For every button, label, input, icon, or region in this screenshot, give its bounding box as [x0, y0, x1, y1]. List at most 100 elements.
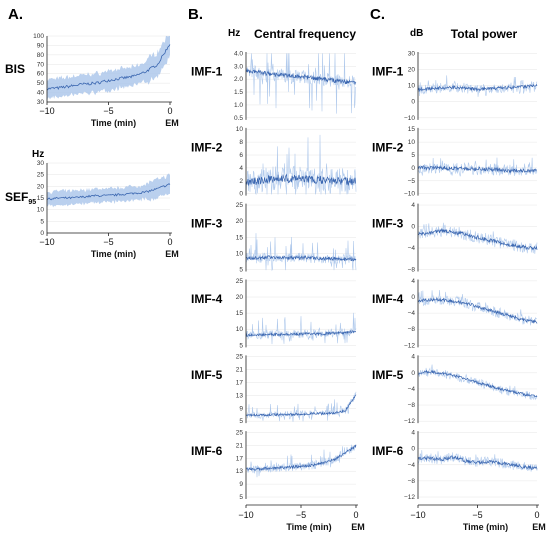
y-tick-label: 90 — [37, 42, 45, 49]
row-label-imf-6: IMF-6 — [191, 444, 223, 458]
y-tick-label: 30 — [37, 99, 45, 106]
y-tick-label: 80 — [37, 52, 45, 59]
trial-traces — [245, 312, 357, 345]
y-tick-label: 0 — [239, 191, 243, 198]
x-tick-label: −10 — [238, 510, 253, 520]
mean-line — [245, 394, 357, 418]
y-tick-label: 4 — [239, 165, 243, 172]
y-tick-label: 25 — [236, 430, 244, 437]
y-tick-label: −4 — [408, 462, 416, 469]
y-tick-label: 60 — [37, 71, 45, 78]
y-tick-label: −4 — [408, 386, 416, 393]
x-axis-label-b: Time (min) — [286, 522, 331, 532]
x-axis-label-c: Time (min) — [463, 522, 508, 532]
y-tick-label: −4 — [408, 310, 416, 317]
panel-a-row-1: BIS 30 40 50 60 70 80 90 100 −10 −5 0 Time (min) EM — [5, 33, 179, 128]
mean-line — [46, 183, 171, 201]
mean-line — [417, 297, 538, 324]
y-tick-label: 100 — [33, 33, 44, 40]
y-tick-label: 13 — [236, 392, 244, 399]
panel-c-row-2: IMF-2 −10 −5 0 5 10 15 — [372, 126, 538, 198]
y-tick-label: 5 — [239, 267, 243, 274]
y-tick-label: 4 — [411, 354, 415, 361]
y-tick-label: 70 — [37, 61, 45, 68]
y-tick-label: −4 — [408, 245, 416, 252]
y-tick-label: −8 — [408, 267, 416, 274]
mean-line — [417, 164, 538, 174]
y-tick-label: 1.0 — [234, 102, 243, 109]
y-tick-label: 15 — [236, 234, 244, 241]
y-tick-label: 2.0 — [234, 76, 243, 83]
em-label-b: EM — [351, 522, 365, 532]
row-label-imf-1: IMF-1 — [372, 65, 404, 79]
y-tick-label: 21 — [236, 367, 244, 374]
row-label-imf-4: IMF-4 — [191, 292, 223, 306]
trial-traces — [245, 53, 357, 114]
y-tick-label: 15 — [37, 195, 45, 202]
trial-traces — [417, 289, 538, 326]
trial-traces — [245, 444, 357, 478]
panel-b-row-4: IMF-4 5 10 15 20 25 — [191, 278, 357, 349]
row-label-bis: BIS — [5, 62, 25, 76]
trial-traces — [417, 364, 538, 401]
unit-label-b: Hz — [228, 28, 240, 39]
row-label-imf-2: IMF-2 — [191, 141, 223, 155]
y-tick-label: 40 — [37, 90, 45, 97]
panel-letter-a: A. — [8, 6, 23, 23]
y-tick-label: 2 — [239, 178, 243, 185]
y-tick-label: 17 — [236, 455, 244, 462]
unit-label: Hz — [32, 149, 44, 160]
panel-title-c: Total power — [451, 27, 518, 41]
y-tick-label: 4 — [411, 202, 415, 209]
y-tick-label: 15 — [236, 310, 244, 317]
y-tick-label: 15 — [408, 126, 416, 133]
y-tick-label: 0 — [411, 99, 415, 106]
panel-c-row-6: IMF-6 −12 −8 −4 0 4 — [372, 430, 538, 501]
y-tick-label: 4 — [411, 430, 415, 437]
y-tick-label: 30 — [37, 160, 45, 167]
mean-line — [417, 455, 538, 470]
y-tick-label: 9 — [239, 405, 243, 412]
mean-line — [417, 369, 538, 398]
x-tick-label: 0 — [167, 106, 172, 116]
row-label-imf-2: IMF-2 — [372, 141, 404, 155]
y-tick-label: 10 — [236, 326, 244, 333]
y-tick-label: 0 — [411, 446, 415, 453]
y-tick-label: 6 — [239, 152, 243, 159]
mean-line — [245, 173, 357, 187]
y-tick-label: 8 — [239, 139, 243, 146]
y-tick-label: −8 — [408, 402, 416, 409]
y-tick-label: 10 — [236, 250, 244, 257]
y-tick-label: 30 — [408, 50, 416, 57]
y-tick-label: 17 — [236, 380, 244, 387]
y-tick-label: 9 — [239, 481, 243, 488]
y-tick-label: −12 — [404, 342, 415, 349]
y-tick-label: 0 — [411, 165, 415, 172]
confidence-band — [47, 36, 170, 102]
y-tick-label: −12 — [404, 494, 415, 501]
y-tick-label: 10 — [408, 139, 416, 146]
y-tick-label: 4.0 — [234, 50, 243, 57]
panel-b-row-1: IMF-1 0.5 1.0 1.5 2.0 3.0 4.0 — [191, 50, 357, 122]
y-tick-label: 10 — [408, 83, 416, 90]
x-tick-label: −5 — [296, 510, 306, 520]
unit-label-c: dB — [410, 28, 423, 39]
y-tick-label: 0 — [411, 370, 415, 377]
y-tick-label: −8 — [408, 326, 416, 333]
y-tick-label: 20 — [37, 183, 45, 190]
y-tick-label: −10 — [404, 115, 415, 122]
y-tick-label: −10 — [404, 191, 415, 198]
y-tick-label: 5 — [239, 494, 243, 501]
y-tick-label: 20 — [236, 218, 244, 225]
trial-traces — [417, 222, 538, 254]
y-tick-label: 3.0 — [234, 63, 243, 70]
panel-letter-b: B. — [188, 6, 203, 23]
y-tick-label: −5 — [408, 178, 416, 185]
trial-traces — [417, 450, 538, 472]
y-tick-label: 13 — [236, 468, 244, 475]
x-tick-label: −5 — [472, 510, 482, 520]
y-tick-label: 4 — [411, 278, 415, 285]
mean-line — [245, 69, 357, 85]
x-tick-label: −10 — [39, 237, 54, 247]
y-tick-label: 0.5 — [234, 115, 243, 122]
